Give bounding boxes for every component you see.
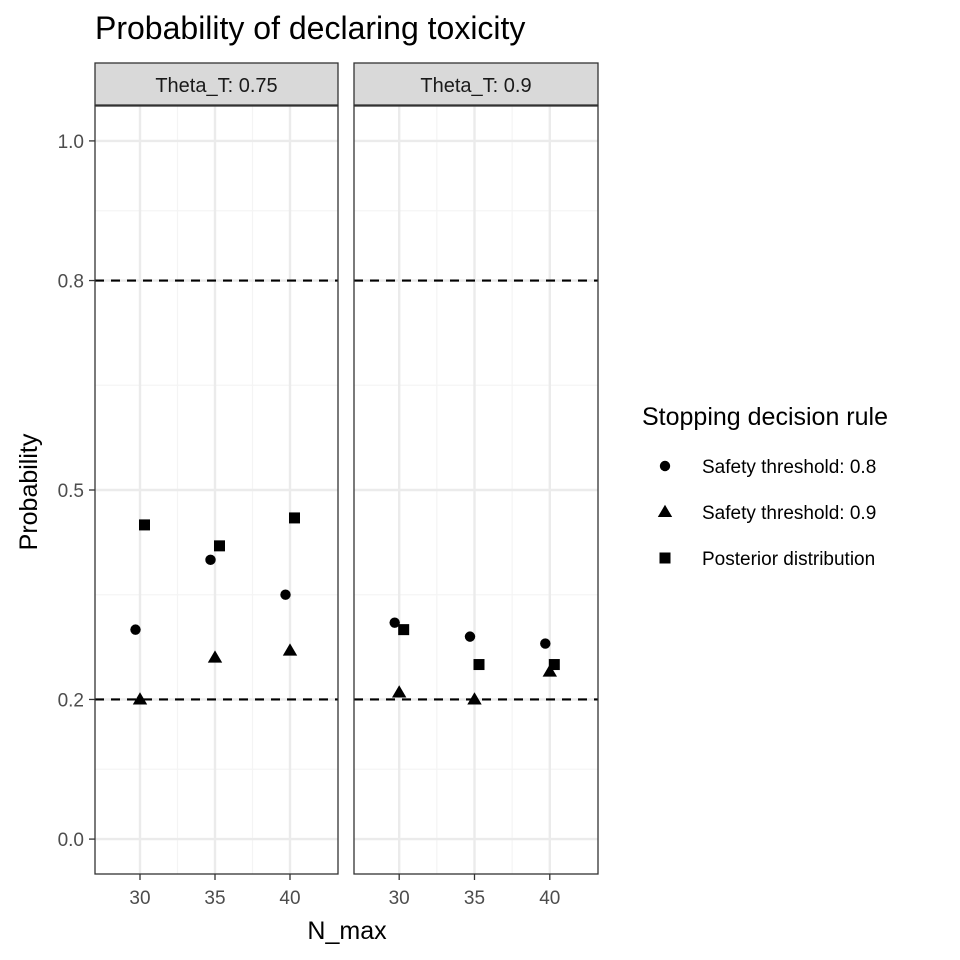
legend-key-circle [659,460,671,472]
data-point [548,659,560,671]
data-point [467,692,482,705]
data-point [389,617,400,628]
data-point [464,631,476,642]
facet-strip-label: Theta_T: 0.75 [155,75,277,97]
y-tick-label: 0.5 [58,481,84,502]
y-axis: 0.0 0.2 0.5 0.8 1.0 [58,132,95,851]
facet-panels: Theta_T: 0.75 30 35 40 Theta_T: 0.9 30 35 40 [94,62,599,909]
data-point [214,540,225,552]
facet-panel: Theta_T: 0.9 30 35 40 [353,62,599,909]
panel-border [353,105,599,875]
data-point [289,512,300,524]
x-tick-label: 35 [204,888,225,909]
y-axis-title: Probability [15,433,43,550]
x-tick-label: 30 [129,888,150,909]
x-tick-label: 40 [539,888,560,909]
facet-strip [94,62,339,106]
x-tick-label: 35 [464,888,485,909]
data-point [205,554,216,566]
data-point [207,650,223,663]
data-point [542,664,558,677]
x-tick-label: 40 [279,888,300,909]
y-tick-label: 0.2 [58,690,84,711]
data-point [540,638,551,649]
y-tick-label: 0.0 [58,830,84,851]
legend-key-triangle [657,504,673,518]
legend-title: Stopping decision rule [642,403,888,431]
data-point [282,643,298,656]
data-point [391,685,407,698]
facet-panel: Theta_T: 0.75 30 35 40 [94,62,339,909]
data-point [473,659,485,671]
chart-title: Probability of declaring toxicity [95,10,525,46]
legend-key-square [659,552,671,564]
legend: Stopping decision rule Safety threshold:… [642,403,888,570]
data-point [132,692,148,705]
data-point [398,624,410,636]
legend-label: Posterior distribution [702,549,875,570]
x-axis-title: N_max [307,917,387,945]
data-point [130,624,141,635]
data-point [139,519,150,531]
data-point [280,589,291,600]
facet-strip-label: Theta_T: 0.9 [420,75,531,97]
legend-label: Safety threshold: 0.8 [702,457,876,478]
legend-label: Safety threshold: 0.9 [702,503,876,524]
facet-strip [353,62,599,106]
y-tick-label: 0.8 [58,272,84,293]
y-tick-label: 1.0 [58,132,84,153]
x-tick-label: 30 [389,888,410,909]
